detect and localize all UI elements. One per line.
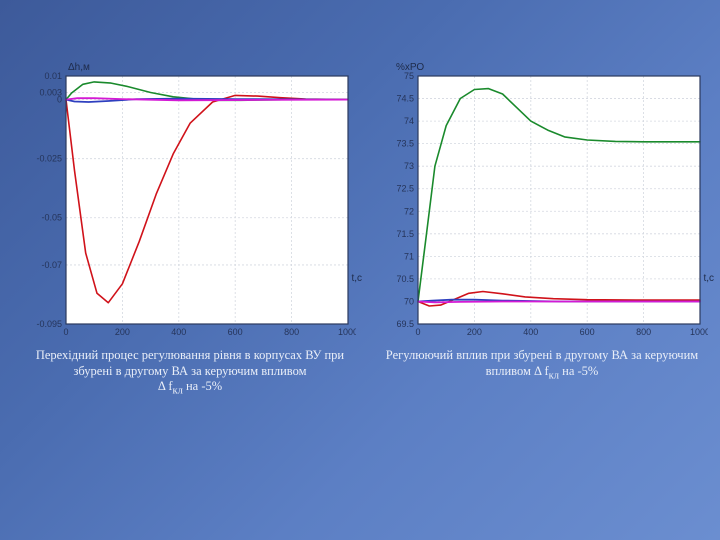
svg-text:-0.07: -0.07 bbox=[41, 260, 62, 270]
svg-text:600: 600 bbox=[580, 327, 595, 337]
right-caption: Регулюючий вплив при збурені в другому В… bbox=[376, 348, 708, 382]
svg-text:70.5: 70.5 bbox=[396, 274, 414, 284]
svg-text:0: 0 bbox=[415, 327, 420, 337]
svg-text:-0.025: -0.025 bbox=[36, 154, 62, 164]
svg-text:-0.05: -0.05 bbox=[41, 213, 62, 223]
svg-text:200: 200 bbox=[467, 327, 482, 337]
svg-text:1000: 1000 bbox=[690, 327, 708, 337]
left-panel: Δh,м t,c 02004006008001000-0.095-0.07-0.… bbox=[24, 70, 356, 398]
svg-text:70: 70 bbox=[404, 296, 414, 306]
svg-text:400: 400 bbox=[523, 327, 538, 337]
svg-text:800: 800 bbox=[636, 327, 651, 337]
right-x-title: t,c bbox=[703, 273, 714, 284]
svg-text:71: 71 bbox=[404, 251, 414, 261]
svg-text:-0.095: -0.095 bbox=[36, 319, 62, 329]
left-caption: Перехідний процес регулювання рівня в ко… bbox=[24, 348, 356, 398]
svg-text:400: 400 bbox=[171, 327, 186, 337]
svg-text:73.5: 73.5 bbox=[396, 139, 414, 149]
left-x-title: t,c bbox=[351, 273, 362, 284]
svg-text:0: 0 bbox=[63, 327, 68, 337]
right-chart-svg: 0 200 400 600 800 1000 69.5 70 70.5 71 71.5 72 72.5 7… bbox=[376, 70, 708, 342]
svg-text:73: 73 bbox=[404, 161, 414, 171]
svg-text:72.5: 72.5 bbox=[396, 184, 414, 194]
right-plot: %хРО t,c 0200400600800100069.57070.57171… bbox=[376, 70, 708, 342]
svg-text:72: 72 bbox=[404, 206, 414, 216]
right-y-title: %хРО bbox=[396, 62, 424, 73]
svg-text:600: 600 bbox=[228, 327, 243, 337]
svg-text:71.5: 71.5 bbox=[396, 229, 414, 239]
left-chart-svg: 0 200 400 600 800 1000 -0.095 -0.07 -0.05 -0.025 0… bbox=[24, 70, 356, 342]
svg-text:200: 200 bbox=[115, 327, 130, 337]
svg-text:69.5: 69.5 bbox=[396, 319, 414, 329]
svg-text:1000: 1000 bbox=[338, 327, 356, 337]
left-y-title: Δh,м bbox=[68, 62, 90, 73]
svg-text:0.003: 0.003 bbox=[39, 88, 62, 98]
svg-text:0.01: 0.01 bbox=[44, 71, 62, 81]
right-panel: %хРО t,c 0200400600800100069.57070.57171… bbox=[376, 70, 708, 382]
svg-text:800: 800 bbox=[284, 327, 299, 337]
svg-text:74: 74 bbox=[404, 116, 414, 126]
svg-text:74.5: 74.5 bbox=[396, 94, 414, 104]
left-plot: Δh,м t,c 02004006008001000-0.095-0.07-0.… bbox=[24, 70, 356, 342]
